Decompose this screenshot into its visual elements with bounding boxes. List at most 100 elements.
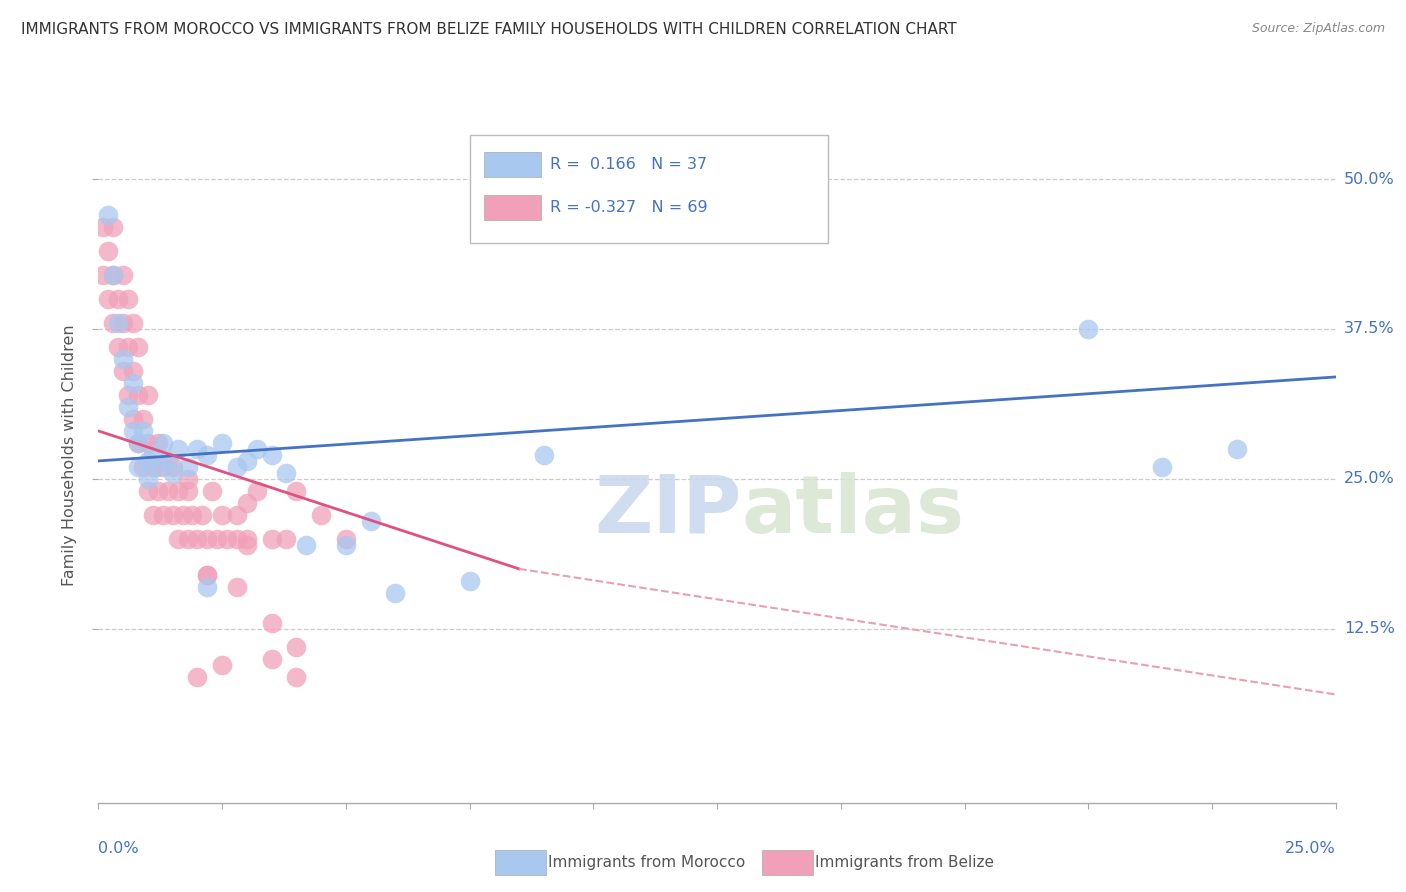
Text: 25.0%: 25.0% <box>1344 471 1395 486</box>
Point <box>142 508 165 522</box>
Point <box>103 316 125 330</box>
Point <box>176 532 198 546</box>
Point <box>142 448 165 462</box>
Point <box>162 459 184 474</box>
Point <box>172 508 194 522</box>
Point <box>1077 322 1099 336</box>
Point <box>127 436 149 450</box>
Point <box>112 316 135 330</box>
Point <box>97 292 120 306</box>
Point <box>276 466 298 480</box>
Point <box>533 448 555 462</box>
Point <box>156 454 179 468</box>
Point <box>1226 442 1249 456</box>
Y-axis label: Family Households with Children: Family Households with Children <box>62 324 77 586</box>
Point <box>166 483 188 498</box>
Point <box>260 615 283 630</box>
Text: 37.5%: 37.5% <box>1344 321 1395 336</box>
Point <box>285 483 308 498</box>
Point <box>201 483 224 498</box>
Point <box>1152 459 1174 474</box>
Point <box>260 448 283 462</box>
Point <box>103 268 125 282</box>
Point <box>217 532 239 546</box>
Point <box>176 472 198 486</box>
Point <box>226 508 249 522</box>
Point <box>93 268 115 282</box>
Point <box>127 459 149 474</box>
Point <box>122 412 145 426</box>
Point <box>103 268 125 282</box>
Point <box>191 508 214 522</box>
Point <box>146 459 169 474</box>
Point <box>246 442 269 456</box>
Point <box>107 292 129 306</box>
Point <box>152 459 174 474</box>
Point <box>117 400 139 414</box>
Point <box>127 436 149 450</box>
Point <box>112 268 135 282</box>
Point <box>181 508 204 522</box>
Point <box>152 436 174 450</box>
Point <box>236 496 259 510</box>
Point <box>132 412 155 426</box>
Text: Source: ZipAtlas.com: Source: ZipAtlas.com <box>1251 22 1385 36</box>
Point <box>156 483 179 498</box>
Point <box>117 292 139 306</box>
Point <box>93 219 115 234</box>
Point <box>122 376 145 390</box>
Point <box>226 532 249 546</box>
Point <box>211 657 233 672</box>
Point <box>309 508 332 522</box>
Text: IMMIGRANTS FROM MOROCCO VS IMMIGRANTS FROM BELIZE FAMILY HOUSEHOLDS WITH CHILDRE: IMMIGRANTS FROM MOROCCO VS IMMIGRANTS FR… <box>21 22 957 37</box>
Point <box>285 670 308 684</box>
Text: 50.0%: 50.0% <box>1344 171 1395 186</box>
Point <box>236 532 259 546</box>
Point <box>211 508 233 522</box>
Point <box>103 219 125 234</box>
Text: R = -0.327   N = 69: R = -0.327 N = 69 <box>550 201 707 216</box>
Point <box>195 580 218 594</box>
Point <box>166 532 188 546</box>
Point <box>107 340 129 354</box>
Text: atlas: atlas <box>742 472 965 549</box>
Point <box>276 532 298 546</box>
Point <box>166 442 188 456</box>
Point <box>136 388 159 402</box>
Point <box>195 567 218 582</box>
Text: R =  0.166   N = 37: R = 0.166 N = 37 <box>550 157 707 171</box>
Point <box>226 459 249 474</box>
Point <box>260 652 283 666</box>
Point <box>260 532 283 546</box>
Point <box>107 316 129 330</box>
Point <box>112 351 135 366</box>
Point <box>195 567 218 582</box>
Text: 25.0%: 25.0% <box>1285 841 1336 856</box>
Text: Immigrants from Belize: Immigrants from Belize <box>815 855 994 870</box>
Text: 0.0%: 0.0% <box>98 841 139 856</box>
Point <box>186 532 208 546</box>
Point <box>146 436 169 450</box>
Point <box>136 483 159 498</box>
Point <box>127 388 149 402</box>
Point <box>136 436 159 450</box>
Point <box>132 424 155 438</box>
Text: 12.5%: 12.5% <box>1344 622 1395 636</box>
Point <box>236 454 259 468</box>
Point <box>360 514 382 528</box>
Point <box>162 466 184 480</box>
Point <box>142 459 165 474</box>
Text: Immigrants from Morocco: Immigrants from Morocco <box>548 855 745 870</box>
FancyBboxPatch shape <box>470 135 828 243</box>
Point <box>152 508 174 522</box>
Point <box>458 574 481 588</box>
Point <box>285 640 308 654</box>
FancyBboxPatch shape <box>485 152 541 177</box>
Point <box>246 483 269 498</box>
FancyBboxPatch shape <box>485 195 541 220</box>
Point <box>117 388 139 402</box>
Point <box>136 472 159 486</box>
Point <box>205 532 228 546</box>
Point <box>295 538 318 552</box>
Point <box>127 340 149 354</box>
